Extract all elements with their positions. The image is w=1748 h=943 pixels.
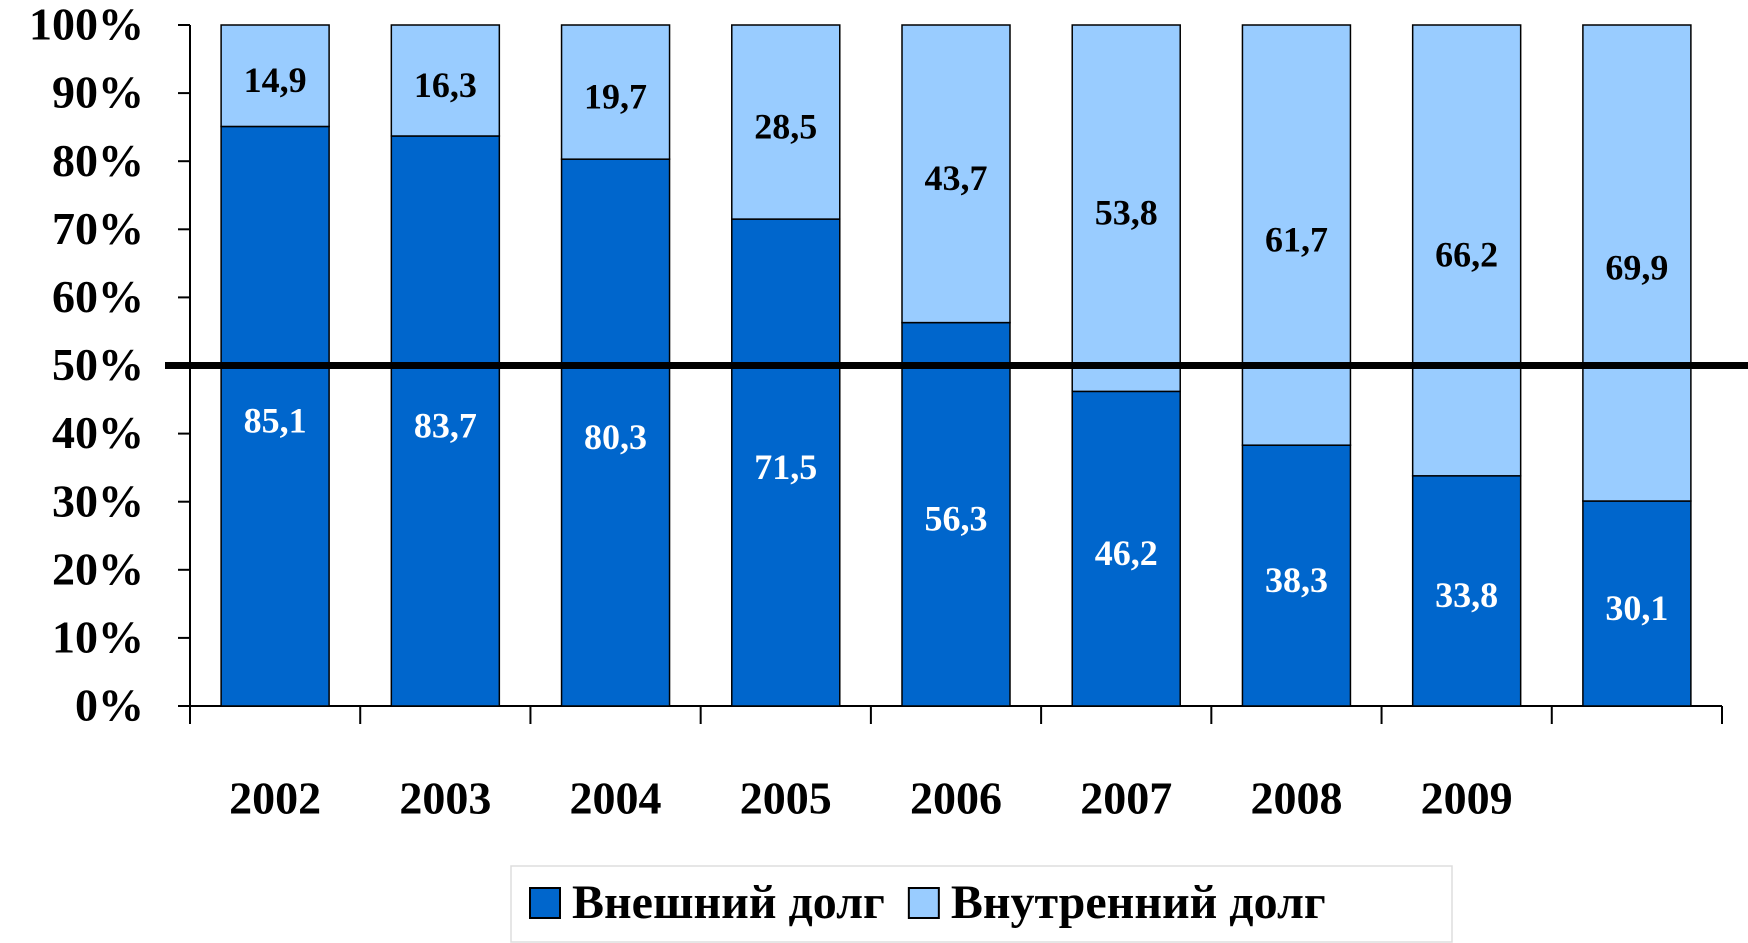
x-tick-label: 2007	[1080, 773, 1172, 824]
value-label: 61,7	[1265, 219, 1328, 259]
x-tick-label: 2006	[910, 773, 1002, 824]
value-label: 46,2	[1095, 533, 1158, 573]
y-tick-label: 70%	[52, 203, 144, 254]
x-tick-label: 2005	[740, 773, 832, 824]
value-label: 83,7	[414, 405, 477, 445]
value-label: 33,8	[1435, 575, 1498, 615]
value-label: 80,3	[584, 417, 647, 457]
bar-segment	[731, 24, 841, 220]
bar-segment	[901, 24, 1011, 324]
bar-segment	[1241, 444, 1352, 707]
value-label: 69,9	[1605, 247, 1668, 287]
bar-segment	[901, 321, 1011, 707]
bar-segment	[220, 125, 330, 707]
y-tick-label: 100%	[29, 0, 144, 50]
bar-segment	[1071, 24, 1181, 393]
bar-segment	[390, 24, 501, 137]
y-tick-label: 60%	[52, 271, 144, 322]
bar-segment	[560, 24, 671, 160]
value-label: 85,1	[244, 401, 307, 441]
y-tick-label: 20%	[52, 543, 144, 594]
y-tick-label: 30%	[52, 475, 144, 526]
legend-swatch	[529, 887, 561, 919]
bar-segment	[1582, 500, 1692, 707]
value-label: 30,1	[1605, 588, 1668, 628]
value-label: 56,3	[925, 499, 988, 539]
bar-segment	[1582, 24, 1692, 502]
x-tick-label: 2009	[1421, 773, 1513, 824]
legend-box	[510, 865, 1453, 943]
value-label: 71,5	[754, 447, 817, 487]
bar-segment	[220, 24, 330, 128]
y-tick-label: 0%	[75, 680, 144, 731]
x-tick-label: 2002	[229, 773, 321, 824]
legend-swatch	[907, 887, 940, 919]
value-label: 53,8	[1095, 192, 1158, 232]
legend-label: Внутренний долг	[951, 876, 1326, 929]
x-tick-label: 2008	[1250, 773, 1342, 824]
value-label: 14,9	[244, 60, 307, 100]
bar-segment	[390, 135, 501, 707]
x-tick-label: 2003	[399, 773, 491, 824]
legend-label: Внешний долг	[572, 876, 885, 929]
value-label: 19,7	[584, 76, 647, 116]
bar-segment	[1241, 24, 1352, 446]
value-label: 28,5	[754, 106, 817, 146]
value-label: 16,3	[414, 65, 477, 105]
value-label: 43,7	[925, 158, 988, 198]
y-tick-label: 80%	[52, 135, 144, 186]
bar-segment	[560, 158, 671, 707]
y-tick-label: 10%	[52, 611, 144, 662]
value-label: 38,3	[1265, 560, 1328, 600]
y-tick-label: 50%	[52, 339, 144, 390]
bar-segment	[1411, 24, 1522, 477]
value-label: 66,2	[1435, 235, 1498, 275]
bar-segment	[731, 218, 841, 707]
y-tick-label: 40%	[52, 407, 144, 458]
x-tick-label: 2004	[570, 773, 662, 824]
y-tick-label: 90%	[52, 67, 144, 118]
